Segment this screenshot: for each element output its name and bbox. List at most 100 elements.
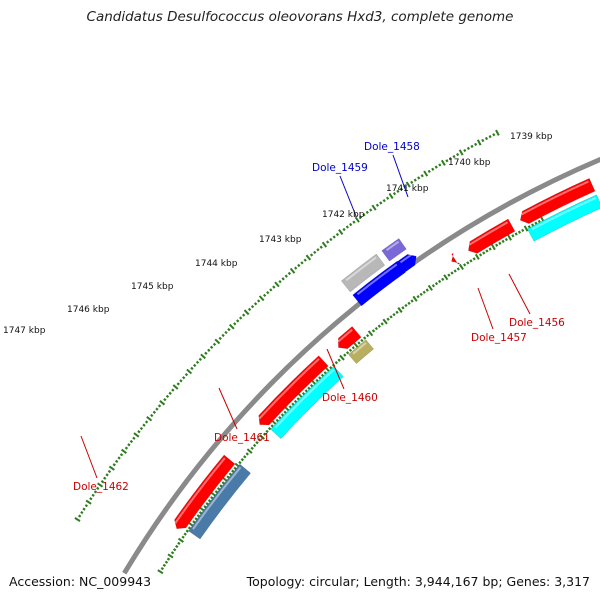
outer-tick-139 (78, 514, 82, 518)
outer-tick-58 (297, 263, 301, 268)
outer-tick-12 (452, 154, 456, 159)
feature-dole-1460-olive (348, 339, 374, 364)
inner-tick-89 (275, 418, 279, 423)
inner-tick-10 (507, 234, 512, 241)
outer-tick-120 (120, 448, 128, 455)
outer-tick-132 (93, 490, 98, 494)
outer-tick-15 (440, 159, 446, 166)
outer-tick-13 (448, 157, 453, 161)
inner-tick-53 (374, 326, 378, 331)
tick-label-1746: 1746 kbp (67, 305, 110, 315)
inner-tick-123 (194, 517, 198, 521)
inner-tick-77 (307, 386, 311, 390)
inner-tick-61 (351, 346, 355, 350)
inner-tick-76 (310, 384, 314, 388)
inner-tick-29 (447, 273, 451, 277)
outer-tick-18 (431, 167, 435, 171)
inner-tick-74 (315, 378, 319, 383)
inner-tick-122 (196, 514, 200, 518)
inner-tick-82 (293, 399, 298, 404)
outer-tick-86 (212, 342, 217, 346)
leader-dole-1456 (508, 273, 531, 315)
outer-tick-21 (420, 174, 424, 178)
outer-tick-135 (85, 499, 92, 505)
inner-tick-56 (365, 333, 370, 338)
inner-tick-57 (363, 336, 367, 340)
ruler-ticks-outer (74, 129, 500, 522)
label-layer: 1739 kbp 1740 kbp 1741 kbp 1742 kbp 1743… (3, 132, 565, 493)
outer-tick-115 (133, 432, 140, 438)
inner-tick-47 (392, 312, 396, 317)
inner-tick-99 (250, 446, 254, 450)
feature-dole-1456-cyan (526, 194, 600, 242)
outer-tick-82 (224, 330, 228, 335)
outer-tick-109 (150, 413, 154, 418)
inner-tick-18 (482, 251, 486, 255)
outer-tick-17 (434, 165, 438, 169)
outer-tick-96 (184, 372, 189, 377)
outer-tick-30 (388, 192, 394, 199)
tick-label-1745: 1745 kbp (131, 282, 174, 292)
leader-dole-1459 (339, 175, 357, 217)
feature-dole-1458-purple (381, 238, 407, 262)
inner-tick-116 (210, 496, 214, 500)
inner-tick-73 (318, 376, 322, 380)
outer-tick-53 (313, 250, 317, 254)
inner-tick-124 (192, 520, 196, 524)
inner-tick-2 (534, 221, 538, 225)
inner-tick-50 (382, 318, 388, 325)
inner-tick-127 (185, 529, 190, 533)
outer-tick-22 (417, 176, 421, 180)
outer-tick-14 (445, 159, 449, 163)
outer-tick-78 (236, 319, 240, 323)
inner-tick-86 (283, 410, 287, 414)
outer-tick-20 (423, 170, 429, 177)
inner-tick-102 (243, 455, 247, 459)
feature-highlight-dole-1460-red (337, 328, 353, 343)
outer-tick-67 (269, 288, 273, 292)
outer-tick-121 (119, 453, 124, 457)
feature-highlight-dole-1458-blue (399, 253, 413, 264)
outer-tick-62 (284, 274, 288, 278)
gene-label-dole-1460: Dole_1460 (322, 392, 378, 404)
inner-tick-25 (458, 263, 464, 270)
outer-tick-101 (171, 388, 175, 392)
feature-highlight-dole-1460-olive (352, 342, 367, 355)
outer-tick-71 (257, 299, 261, 303)
outer-tick-128 (103, 476, 107, 480)
inner-tick-136 (166, 557, 171, 561)
outer-tick-63 (281, 277, 285, 281)
outer-tick-89 (204, 351, 208, 355)
outer-tick-40 (354, 216, 360, 223)
outer-tick-46 (335, 232, 340, 237)
feature-highlight-dole-1456-red (521, 180, 589, 216)
outer-tick-126 (107, 469, 112, 474)
inner-tick-71 (323, 371, 327, 375)
inner-tick-117 (207, 499, 212, 503)
inner-tick-64 (343, 353, 347, 357)
outer-tick-124 (112, 463, 116, 467)
inner-tick-21 (472, 257, 476, 261)
outer-tick-2 (488, 134, 492, 139)
genome-summary-text: Topology: circular; Length: 3,944,167 bp… (246, 574, 590, 589)
feature-tracks (174, 177, 600, 540)
outer-tick-37 (365, 210, 369, 215)
feature-highlight-dole-1458-purple (386, 240, 400, 252)
inner-tick-113 (216, 487, 221, 491)
outer-tick-52 (316, 248, 320, 252)
feature-highlight-dole-1457-red-b (468, 221, 509, 246)
inner-tick-138 (162, 563, 167, 568)
outer-tick-105 (159, 400, 166, 406)
inner-tick-65 (339, 354, 345, 361)
outer-tick-129 (100, 479, 105, 484)
inner-tick-30 (443, 274, 449, 281)
inner-tick-4 (527, 225, 531, 229)
inner-tick-107 (231, 469, 235, 473)
gene-label-dole-1461: Dole_1461 (214, 432, 270, 444)
inner-tick-137 (164, 560, 169, 564)
inner-tick-81 (296, 397, 300, 401)
outer-tick-112 (142, 423, 146, 427)
inner-tick-139 (160, 566, 164, 571)
inner-tick-9 (511, 234, 515, 238)
gene-label-dole-1457: Dole_1457 (471, 332, 527, 344)
